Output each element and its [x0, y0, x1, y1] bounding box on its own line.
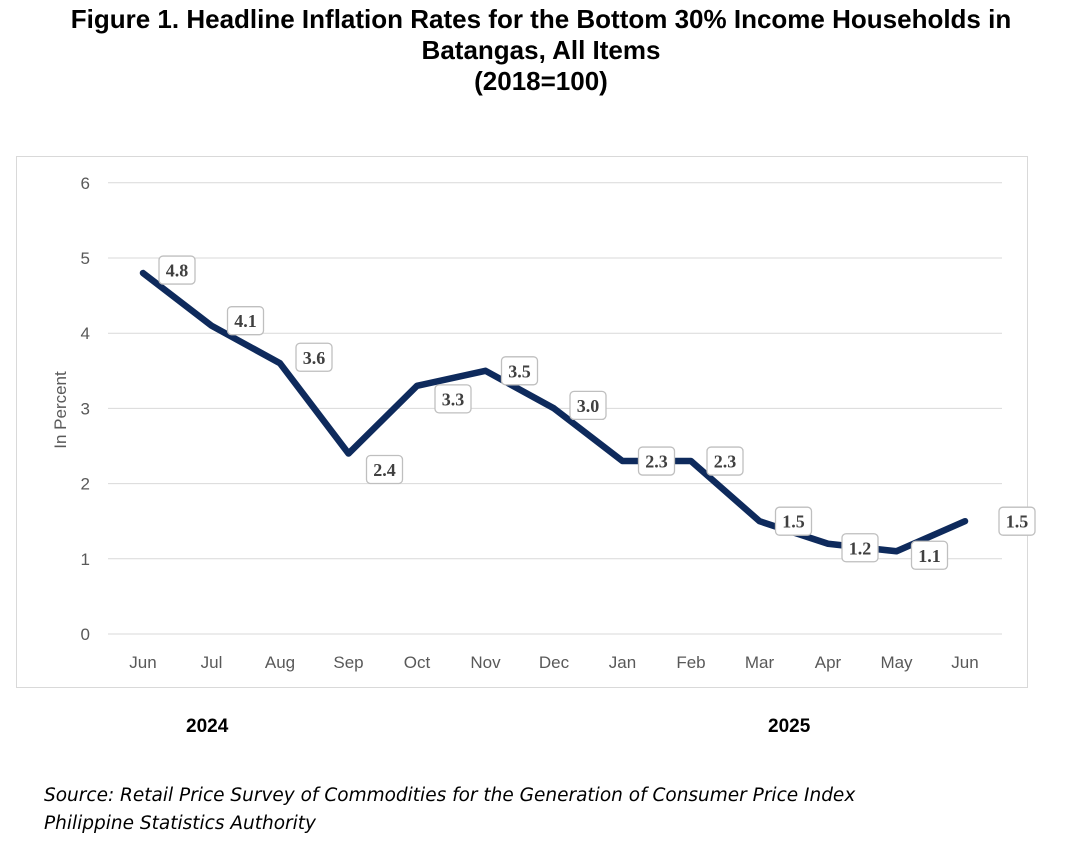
chart-frame	[16, 156, 1028, 688]
y-tick-label-4: 4	[81, 324, 90, 343]
source-note: Source: Retail Price Survey of Commoditi…	[44, 782, 855, 838]
y-tick-label-2: 2	[81, 475, 90, 494]
data-label-box-3	[365, 454, 404, 485]
data-label-12: 1.5	[1006, 512, 1029, 532]
data-label-box-7	[637, 446, 676, 476]
x-tick-label-11: May	[880, 653, 913, 672]
x-tick-label-12: Jun	[951, 653, 978, 672]
data-label-box-2	[295, 342, 333, 372]
y-tick-label-0: 0	[81, 625, 90, 644]
data-label-5: 3.5	[508, 361, 531, 381]
y-axis-title: In Percent	[51, 371, 70, 449]
y-tick-label-1: 1	[81, 550, 90, 569]
data-label-6: 3.0	[577, 396, 600, 416]
chart-title-line3: (2018=100)	[474, 66, 608, 96]
data-label-11: 1.1	[918, 546, 941, 566]
x-tick-label-0: Jun	[129, 653, 156, 672]
data-label-box-4	[434, 384, 472, 414]
data-label-1: 4.1	[234, 311, 257, 331]
data-label-box-1	[226, 306, 265, 336]
data-label-0: 4.8	[166, 261, 189, 281]
data-label-box-5	[500, 356, 539, 386]
data-label-box-12	[998, 506, 1036, 536]
chart-title: Figure 1. Headline Inflation Rates for t…	[0, 4, 1082, 97]
year-label-2024: 2024	[186, 716, 229, 737]
x-tick-label-5: Nov	[470, 653, 501, 672]
chart-title-line2: Batangas, All Items	[421, 35, 661, 65]
x-tick-label-6: Dec	[539, 653, 570, 672]
x-tick-label-2: Aug	[265, 653, 295, 672]
x-tick-label-3: Sep	[333, 653, 363, 672]
series-line	[139, 269, 969, 555]
data-label-2: 3.6	[303, 348, 326, 368]
chart-title-line1: Figure 1. Headline Inflation Rates for t…	[70, 4, 1012, 34]
data-label-box-11	[910, 540, 949, 570]
year-label-2025: 2025	[768, 716, 811, 737]
data-label-9: 1.5	[782, 512, 805, 532]
data-label-8: 2.3	[714, 452, 737, 472]
data-label-7: 2.3	[645, 452, 668, 472]
data-label-box-8	[706, 446, 744, 476]
data-label-box-0	[158, 255, 196, 285]
x-tick-label-4: Oct	[404, 653, 431, 672]
source-line1: Source: Retail Price Survey of Commoditi…	[44, 785, 856, 806]
y-tick-label-3: 3	[81, 399, 90, 418]
x-tick-label-7: Jan	[609, 653, 636, 672]
y-tick-label-5: 5	[81, 249, 90, 268]
data-label-box-9	[774, 506, 813, 536]
y-tick-label-6: 6	[81, 174, 90, 193]
x-tick-label-1: Jul	[201, 653, 223, 672]
source-line2: Philippine Statistics Authority	[44, 813, 316, 834]
data-label-10: 1.2	[849, 538, 872, 558]
x-tick-label-9: Mar	[745, 653, 775, 672]
data-label-box-10	[841, 533, 879, 563]
data-label-3: 2.4	[373, 460, 396, 480]
data-label-4: 3.3	[442, 389, 465, 409]
data-label-box-6	[569, 390, 607, 421]
x-tick-label-8: Feb	[676, 653, 705, 672]
x-tick-label-10: Apr	[815, 653, 842, 672]
